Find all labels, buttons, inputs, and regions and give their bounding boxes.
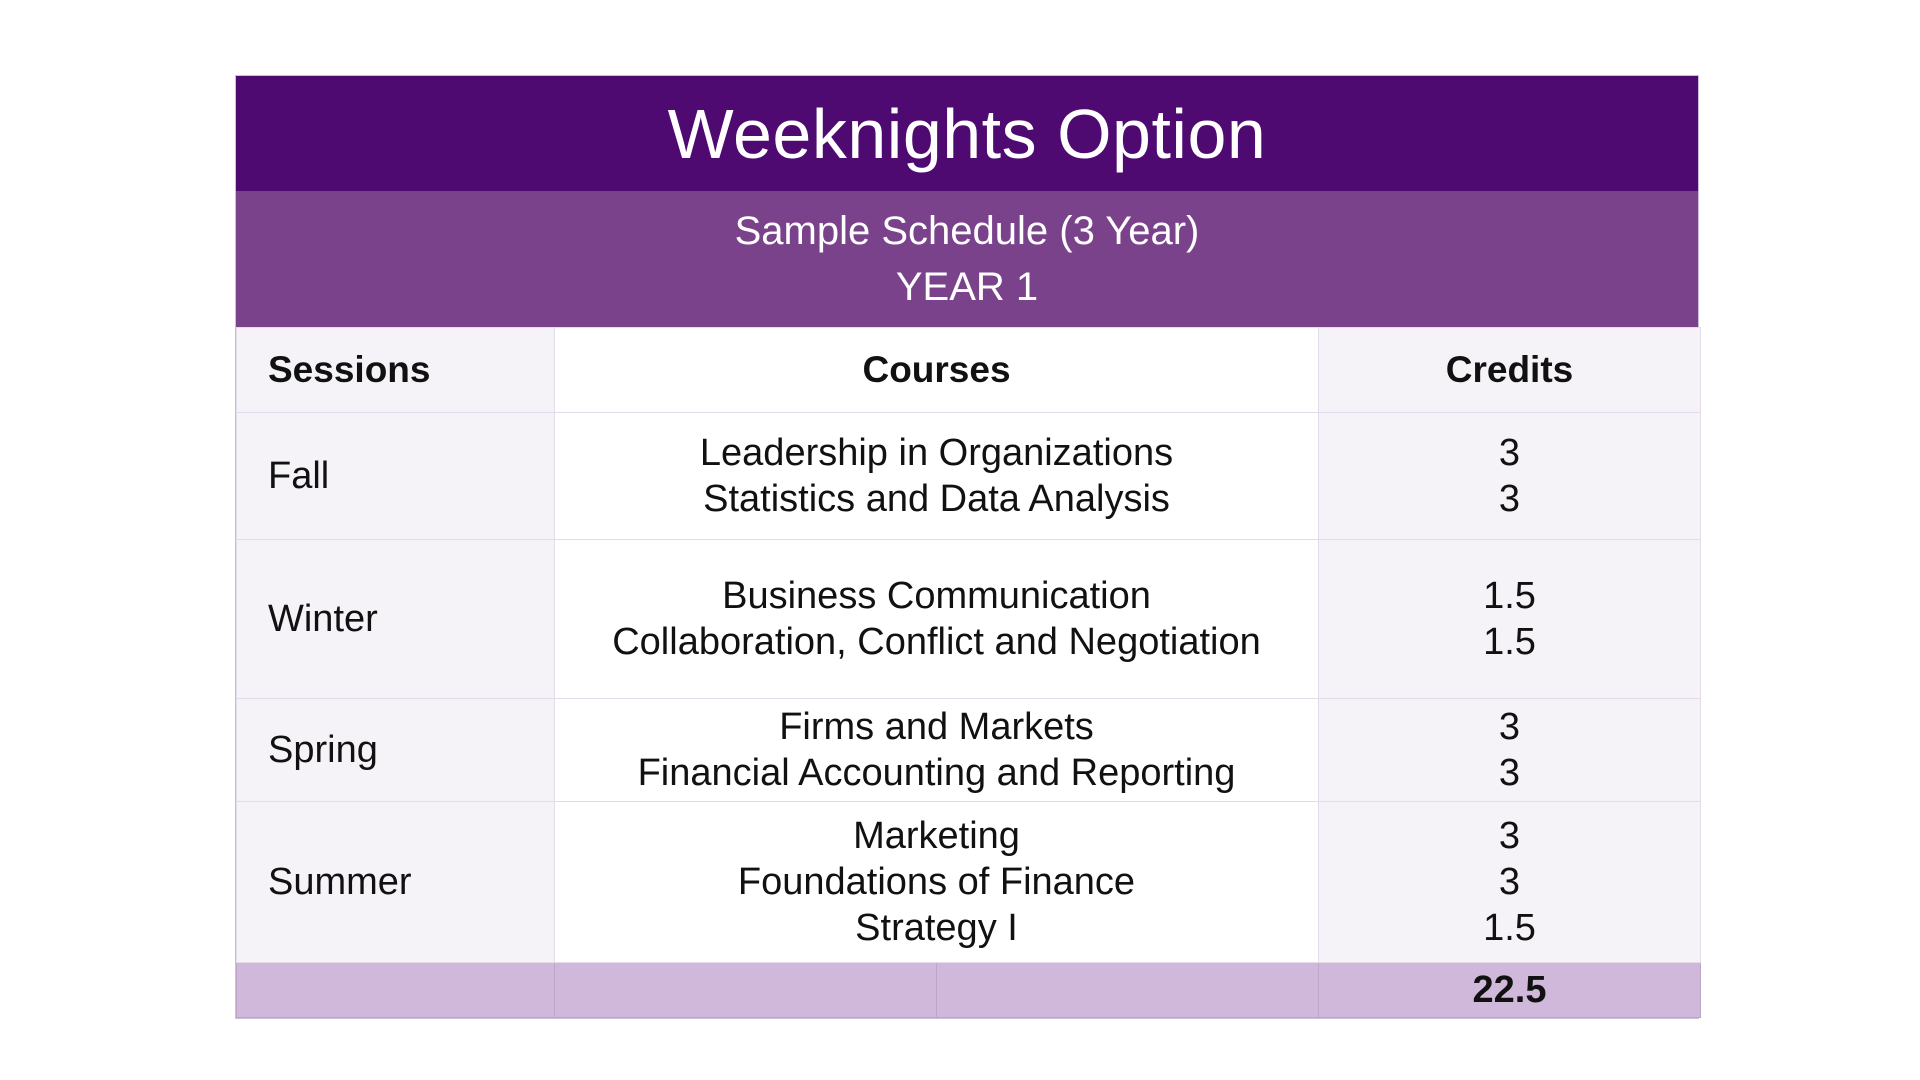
course-name: Marketing: [853, 815, 1020, 857]
credits-cell: 3 3: [1318, 412, 1701, 540]
schedule-subtitle: Sample Schedule (3 Year): [734, 209, 1200, 253]
table-row: Summer Marketing Foundations of Finance …: [236, 801, 1701, 963]
credits-cell: 1.5 1.5: [1318, 539, 1701, 699]
table-header-row: Sessions Courses Credits: [236, 327, 1701, 413]
table-row: Winter Business Communication Collaborat…: [236, 539, 1701, 699]
session-cell: Winter: [236, 539, 555, 699]
credits-cell: 3 3: [1318, 698, 1701, 802]
table-row: Spring Firms and Markets Financial Accou…: [236, 698, 1701, 802]
course-name: Leadership in Organizations: [699, 432, 1174, 474]
courses-cell: Firms and Markets Financial Accounting a…: [554, 698, 1319, 802]
column-header-credits: Credits: [1318, 327, 1701, 413]
total-row: 22.5: [236, 962, 1701, 1018]
course-name: Firms and Markets: [779, 706, 1094, 748]
schedule-table: Sessions Courses Credits Fall Leadership…: [236, 327, 1701, 1018]
table-row: Fall Leadership in Organizations Statist…: [236, 412, 1701, 540]
credits-cell: 3 3 1.5: [1318, 801, 1701, 963]
credit-value: 3: [1498, 706, 1521, 748]
course-name: Foundations of Finance: [737, 861, 1136, 903]
credit-value: 3: [1498, 478, 1521, 520]
courses-cell: Marketing Foundations of Finance Strateg…: [554, 801, 1319, 963]
session-cell: Spring: [236, 698, 555, 802]
total-split-cell: [554, 962, 1319, 1018]
course-name: Collaboration, Conflict and Negotiation: [612, 621, 1261, 663]
course-name: Business Communication: [722, 575, 1151, 617]
courses-cell: Business Communication Collaboration, Co…: [554, 539, 1319, 699]
credit-value: 1.5: [1483, 621, 1536, 663]
credit-value: 1.5: [1483, 907, 1536, 949]
column-header-courses: Courses: [554, 327, 1319, 413]
credit-value: 1.5: [1483, 575, 1536, 617]
total-credits: 22.5: [1318, 962, 1701, 1018]
total-empty-cell: [236, 962, 555, 1018]
subtitle-bar: Sample Schedule (3 Year) YEAR 1: [236, 191, 1698, 327]
schedule-title: Weeknights Option: [236, 76, 1698, 191]
credit-value: 3: [1498, 752, 1521, 794]
course-name: Statistics and Data Analysis: [703, 478, 1170, 520]
courses-cell: Leadership in Organizations Statistics a…: [554, 412, 1319, 540]
session-cell: Fall: [236, 412, 555, 540]
credit-value: 3: [1498, 815, 1521, 857]
course-name: Strategy I: [855, 907, 1018, 949]
course-name: Financial Accounting and Reporting: [637, 752, 1236, 794]
session-cell: Summer: [236, 801, 555, 963]
column-header-sessions: Sessions: [236, 327, 555, 413]
year-label: YEAR 1: [895, 265, 1039, 309]
credit-value: 3: [1498, 432, 1521, 474]
credit-value: 3: [1498, 861, 1521, 903]
schedule-table-container: Weeknights Option Sample Schedule (3 Yea…: [235, 75, 1701, 1019]
